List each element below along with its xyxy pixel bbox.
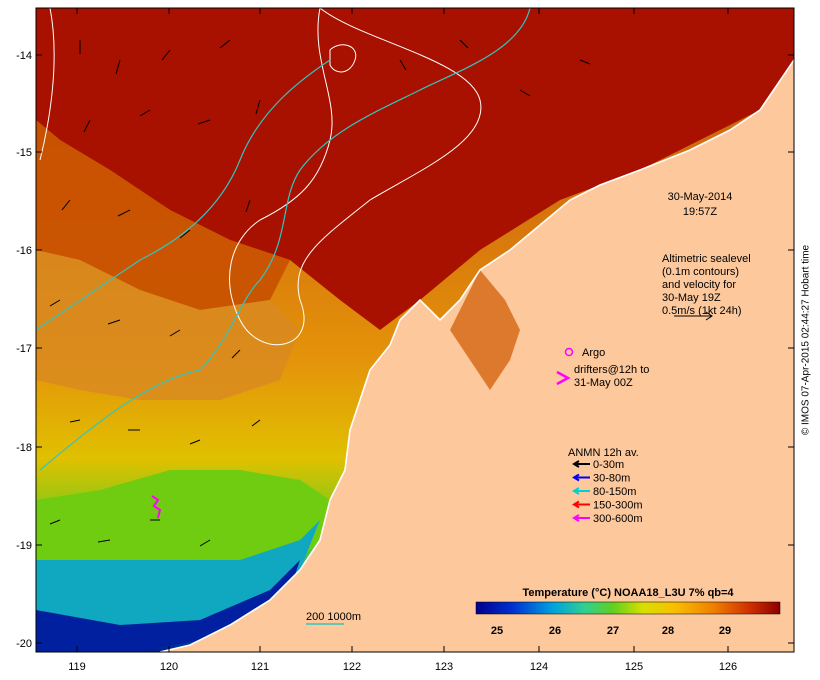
warm-water-region [36,8,794,330]
coastline [159,59,794,652]
anmn-arrow-icon [572,487,590,495]
anmn-item-label: 30-80m [593,473,630,485]
anmn-arrow-icon [572,500,590,509]
y-tick-label: -15 [16,147,32,159]
altimetry-legend: Altimetric sealevel (0.1m contours) and … [662,253,751,321]
x-tick-label: 121 [251,661,269,673]
anmn-item-label: 150-300m [593,500,643,512]
y-tick-label: -16 [16,245,32,257]
velocity-arrows [49,39,591,547]
isobath-1000m [36,59,331,331]
anmn-arrow-icon [572,473,590,482]
credit-text: © IMOS 07-Apr-2015 02:44:27 Hobart time [800,244,812,436]
altimetry-line: 0.5m/s (1kt 24h) [662,305,741,317]
isobath-label: 200 1000m [306,611,361,623]
x-tick-label: 126 [719,661,737,673]
anmn-item-label: 300-600m [593,513,643,525]
y-tick-label: -20 [16,638,32,650]
colorbar [475,601,781,615]
anmn-title: ANMN 12h av. [568,447,639,459]
sealevel-contour [229,8,482,346]
y-tick-label: -19 [16,540,32,552]
drifter-marker-icon [556,370,571,386]
colorbar-tick-label: 29 [719,625,731,637]
drifters-line: drifters@12h to [574,364,649,376]
y-tick-label: -18 [16,442,32,454]
altimetry-line: Altimetric sealevel [662,253,751,265]
x-tick-label: 123 [435,661,453,673]
drifter-track [151,495,162,519]
anmn-arrow-icon [572,460,590,468]
time-label: 19:57Z [683,206,718,218]
sealevel-contour [39,8,55,161]
anmn-arrow-icon [572,514,590,522]
colorbar-tick-label: 25 [491,625,503,637]
x-tick-label: 120 [160,661,178,673]
colorbar-title: Temperature (°C) NOAA18_L3U 7% qb=4 [522,587,734,599]
y-tick-label: -17 [16,343,32,355]
velocity-scale-arrow [674,311,713,321]
anmn-item-label: 0-30m [593,459,624,471]
isobath-200m [39,8,531,471]
drifters-line: 31-May 00Z [574,377,633,389]
x-tick-label: 125 [625,661,643,673]
x-tick-label: 122 [343,661,361,673]
colorbar-tick-label: 27 [607,625,619,637]
colorbar-tick-label: 26 [549,625,561,637]
x-axis: 119 120 121 122 123 124 125 126 [68,8,737,673]
anmn-item-label: 80-150m [593,486,636,498]
x-tick-label: 119 [68,661,86,673]
colorbar-tick-label: 28 [662,625,674,637]
colorbar-ticks: 25 26 27 28 29 [491,625,731,637]
y-tick-label: -14 [16,50,32,62]
x-tick-label: 124 [530,661,548,673]
date-label: 30-May-2014 [668,191,733,203]
altimetry-line: 30-May 19Z [662,292,721,304]
altimetry-line: and velocity for [662,279,736,291]
argo-label: Argo [582,347,605,359]
argo-marker-icon [564,347,574,357]
sealevel-contour [329,44,357,73]
y-axis: -14 -15 -16 -17 -18 -19 -20 [16,50,794,650]
altimetry-line: (0.1m contours) [662,266,739,278]
